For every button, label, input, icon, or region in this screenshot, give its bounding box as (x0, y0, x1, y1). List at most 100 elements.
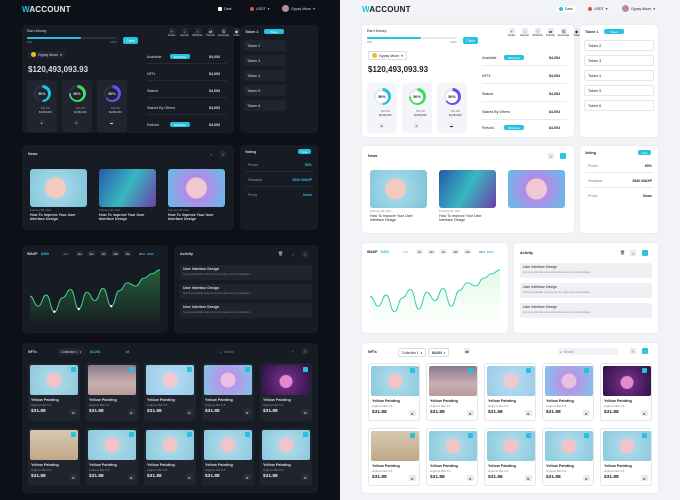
favorite-icon[interactable] (303, 432, 308, 437)
theme-toggle[interactable]: Dark (218, 7, 232, 11)
favorite-icon[interactable] (187, 367, 192, 372)
activity-item[interactable]: User Interface Design Sed ut perspiciatis… (180, 265, 312, 280)
withdraw-button[interactable]: Withdraw (504, 125, 524, 130)
favorite-icon[interactable] (187, 432, 192, 437)
favorite-icon[interactable] (526, 433, 531, 438)
cart-icon[interactable]: ▸ (128, 409, 135, 415)
claim-button[interactable]: Claim (463, 37, 478, 44)
favorite-icon[interactable] (71, 367, 76, 372)
nft-card[interactable]: Yellow Painting Highest Bid 0.8 $31.88 ▸ (86, 428, 138, 486)
trash-icon[interactable]: 🗑 (278, 251, 284, 256)
currency-select[interactable]: USDT ▾ (588, 7, 608, 11)
cart-icon[interactable]: ▸ (186, 409, 193, 415)
chevron-left-icon[interactable]: ‹ (210, 151, 212, 157)
collection-select[interactable]: Collection 1 ▾ (58, 348, 85, 355)
cart-icon[interactable]: ▸ (467, 410, 474, 416)
withdraw-button[interactable]: Withdraw (170, 54, 190, 59)
chevron-left-icon[interactable]: ‹ (292, 348, 294, 354)
activity-item[interactable]: User Interface Design Sed ut perspiciatis… (180, 303, 312, 318)
account-select[interactable]: Gypsy Moon ▾ (28, 51, 65, 58)
favorite-icon[interactable] (584, 368, 589, 373)
chart-point[interactable] (110, 305, 113, 308)
nft-card[interactable]: Yellow Painting Highest Bid 0.8 $31.88 ▸ (144, 363, 196, 421)
nft-image[interactable] (88, 365, 136, 395)
nft-card[interactable]: Yellow Painting Highest Bid 0.8 $31.88 ▸ (144, 428, 196, 486)
favorite-icon[interactable] (526, 368, 531, 373)
cart-icon[interactable]: ▸ (302, 474, 309, 480)
chevron-left-icon[interactable]: ‹ (630, 250, 636, 256)
nft-card[interactable]: Yellow Painting Highest Bid 0.8 $31.88 ▸ (28, 428, 80, 486)
favorite-icon[interactable] (468, 368, 473, 373)
theme-toggle[interactable]: Dark (556, 6, 576, 12)
account-select[interactable]: Gypsy Moon ▾ (368, 51, 407, 60)
nft-card[interactable]: Yellow Painting Highest Bid 0.8 $31.88 ▸ (600, 363, 652, 421)
nft-card[interactable]: Yellow Painting Highest Bid 0.8 $31.88 ▸ (600, 428, 652, 486)
favorite-icon[interactable] (468, 433, 473, 438)
news-image[interactable] (508, 170, 565, 208)
list-icon[interactable]: ≡ (414, 123, 419, 128)
nft-card[interactable]: Yellow Painting Highest Bid 0.8 $31.88 ▸ (260, 428, 312, 486)
nft-image[interactable] (30, 365, 78, 395)
nft-card[interactable]: Yellow Painting Highest Bid 0.8 $31.88 ▸ (484, 428, 536, 486)
favorite-icon[interactable] (642, 368, 647, 373)
news-item-title[interactable]: How To Improve Your User Interface Desig… (30, 213, 76, 221)
card-icon[interactable]: ▬ (109, 120, 114, 125)
card-icon[interactable]: ▬ (449, 123, 454, 128)
news-image[interactable] (439, 170, 496, 208)
cart-icon[interactable]: ▸ (525, 475, 532, 481)
user-menu[interactable]: Gypsy Moon ▾ (622, 5, 655, 12)
news-item-title[interactable]: How To Improve Your User Interface Desig… (168, 213, 214, 221)
cart-icon[interactable]: ▸ (70, 409, 77, 415)
nft-card[interactable]: Yellow Painting Highest Bid 0.8 $31.88 ▸ (368, 363, 420, 421)
activity-item[interactable]: User Interface Design Sed ut perspiciatis… (520, 303, 652, 318)
news-image[interactable] (30, 169, 87, 207)
cart-icon[interactable]: ▸ (409, 410, 416, 416)
activity-item[interactable]: User Interface Design Sed ut perspiciatis… (180, 284, 312, 299)
claim-button[interactable]: Claim (123, 37, 138, 44)
cart-icon[interactable]: ▸ (128, 474, 135, 480)
chevron-left-icon[interactable]: ‹ (548, 153, 554, 159)
favorite-icon[interactable] (129, 367, 134, 372)
nft-image[interactable] (146, 430, 194, 460)
news-image[interactable] (370, 170, 427, 208)
swap-icon[interactable]: ⇄ (464, 348, 470, 354)
news-item-title[interactable]: How To Improve Your User Interface Desig… (99, 213, 145, 221)
nft-image[interactable] (262, 365, 310, 395)
nft-card[interactable]: Yellow Painting Highest Bid 0.8 $31.88 ▸ (426, 428, 478, 486)
chevron-left-icon[interactable]: ‹ (630, 348, 636, 354)
withdraw-button[interactable]: Withdraw (504, 55, 524, 60)
chevron-right-icon[interactable]: › (302, 251, 308, 257)
news-item-title[interactable]: How To Improve Your User Interface Desig… (439, 214, 482, 222)
wallet-icon[interactable]: ● (39, 120, 44, 125)
vote-button[interactable]: Vote (638, 150, 651, 155)
favorite-icon[interactable] (303, 367, 308, 372)
cart-icon[interactable]: ▸ (525, 410, 532, 416)
user-menu[interactable]: Gypsy Moon ▾ (282, 5, 315, 12)
favorite-icon[interactable] (245, 432, 250, 437)
nft-image[interactable] (204, 365, 252, 395)
cart-icon[interactable]: ▸ (583, 475, 590, 481)
cart-icon[interactable]: ▸ (641, 475, 648, 481)
logo[interactable]: WACCOUNT (22, 5, 71, 14)
cart-icon[interactable]: ▸ (467, 475, 474, 481)
nft-card[interactable]: Yellow Painting Highest Bid 0.8 $31.88 ▸ (202, 363, 254, 421)
nft-card[interactable]: Yellow Painting Highest Bid 0.8 $31.88 ▸ (86, 363, 138, 421)
news-item-title[interactable]: How To Improve Your User Interface Desig… (370, 214, 413, 222)
currency-select[interactable]: USDT ▾ (250, 7, 270, 11)
chevron-left-icon[interactable]: ‹ (292, 251, 294, 257)
collection-select[interactable]: Collection 1 ▾ (398, 348, 427, 357)
vote-button[interactable]: Vote (298, 149, 311, 154)
favorite-icon[interactable] (410, 433, 415, 438)
nft-card[interactable]: Yellow Painting Highest Bid 0.8 $31.88 ▸ (260, 363, 312, 421)
cart-icon[interactable]: ▸ (302, 409, 309, 415)
chevron-right-icon[interactable]: › (560, 153, 566, 159)
favorite-icon[interactable] (642, 433, 647, 438)
nft-card[interactable]: Yellow Painting Highest Bid 0.8 $31.88 ▸ (368, 428, 420, 486)
nft-card[interactable]: Yellow Painting Highest Bid 0.8 $31.88 ▸ (28, 363, 80, 421)
favorite-icon[interactable] (129, 432, 134, 437)
cart-icon[interactable]: ▸ (70, 474, 77, 480)
activity-item[interactable]: User Interface Design Sed ut perspiciatis… (520, 283, 652, 298)
cart-icon[interactable]: ▸ (186, 474, 193, 480)
favorite-icon[interactable] (245, 367, 250, 372)
chevron-right-icon[interactable]: › (302, 348, 308, 354)
